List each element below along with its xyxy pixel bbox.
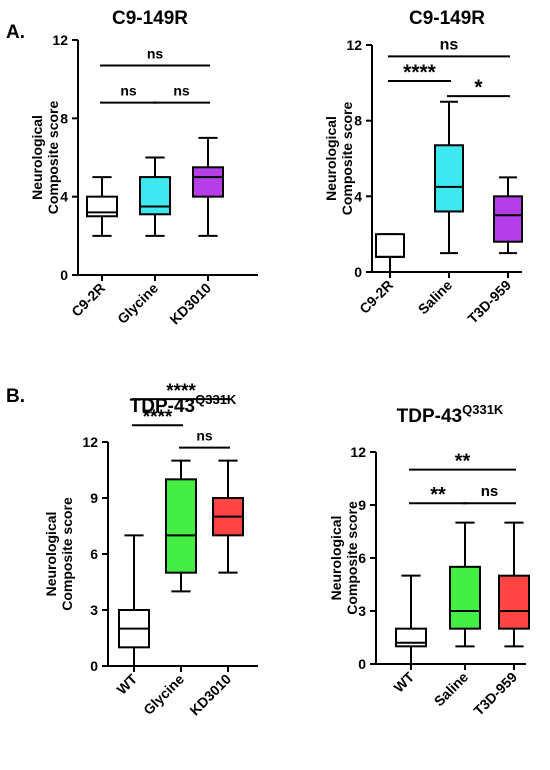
significance-label: ns — [173, 83, 190, 99]
significance-label: ns — [147, 45, 164, 61]
y-axis-label-line: Neurological — [328, 516, 344, 601]
chart-title: C9-149R — [112, 8, 188, 29]
panel-letter-b: B. — [6, 386, 25, 407]
y-tick-label: 0 — [60, 267, 68, 283]
y-tick-label: 0 — [358, 656, 366, 672]
x-category-label: WT — [113, 670, 140, 697]
significance-label: ** — [455, 451, 471, 473]
y-axis-label-line: Neurological — [323, 116, 339, 201]
y-axis-label-line: Composite score — [45, 100, 61, 214]
significance-label: ns — [440, 36, 459, 53]
x-category-label: KD3010 — [166, 280, 214, 328]
significance-label: ** — [430, 484, 446, 506]
y-axis-label: NeurologicalComposite score — [29, 100, 61, 214]
y-axis-label: NeurologicalComposite score — [328, 501, 360, 615]
y-tick-label: 3 — [90, 602, 98, 618]
y-tick-label: 12 — [346, 37, 362, 53]
x-category-label: Saline — [415, 277, 456, 318]
significance-label: **** — [143, 407, 173, 428]
y-axis-label-line: Composite score — [344, 501, 360, 615]
y-tick-label: 12 — [350, 444, 366, 460]
y-axis-label-line: Neurological — [29, 115, 45, 200]
y-tick-label: 3 — [358, 603, 366, 619]
x-category-label: Glycine — [140, 671, 187, 718]
y-tick-label: 12 — [52, 32, 68, 48]
y-tick-label: 9 — [90, 490, 98, 506]
significance-label: ns — [481, 483, 499, 500]
chart-title: TDP-43Q331K — [130, 392, 237, 417]
x-category-label: C9-2R — [68, 280, 108, 320]
x-category-label: KD3010 — [186, 671, 234, 719]
y-tick-label: 0 — [90, 658, 98, 674]
box-iqr — [493, 195, 523, 243]
box-iqr — [192, 166, 224, 198]
significance-label: **** — [403, 61, 437, 84]
box-iqr — [165, 478, 197, 574]
chart-title: TDP-43Q331K — [397, 402, 504, 427]
y-tick-label: 0 — [354, 264, 362, 280]
x-category-label: WT — [390, 668, 417, 695]
y-tick-label: 8 — [354, 113, 362, 129]
y-tick-label: 6 — [90, 546, 98, 562]
chart-title-superscript: Q331K — [462, 402, 504, 417]
chart-title: C9-149R — [409, 8, 485, 29]
y-tick-label: 8 — [60, 110, 68, 126]
y-tick-label: 6 — [358, 550, 366, 566]
y-axis-label-line: Composite score — [59, 497, 75, 611]
box-iqr — [434, 144, 464, 213]
y-axis-label-line: Neurological — [43, 512, 59, 597]
y-tick-label: 4 — [354, 188, 362, 204]
box-iqr — [375, 233, 405, 258]
x-category-label: T3D-959 — [470, 669, 520, 719]
y-tick-label: 4 — [60, 189, 68, 205]
box-iqr — [139, 176, 171, 216]
chart-c9-149r-t3d959: C9-149R NeurologicalComposite score 0 4 8 12 C… — [323, 8, 523, 327]
y-axis-label: NeurologicalComposite score — [43, 497, 75, 611]
significance-label: **** — [166, 381, 196, 402]
chart-tdp43-kd3010: TDP-43Q331K NeurologicalComposite score 0 3… — [43, 381, 258, 718]
x-category-label: Glycine — [114, 280, 161, 327]
x-category-label: Saline — [431, 669, 472, 710]
significance-label: * — [474, 76, 483, 99]
significance-label: ns — [120, 83, 137, 99]
chart-tdp43-t3d959: TDP-43Q331K NeurologicalComposite score 0 3… — [328, 402, 530, 719]
box-iqr — [449, 565, 481, 630]
box-iqr — [498, 574, 530, 630]
y-axis-label-line: Composite score — [339, 101, 355, 215]
chart-c9-149r-kd3010: C9-149R NeurologicalComposite score 0 4 8 12 C… — [29, 8, 258, 327]
x-category-label: C9-2R — [356, 277, 396, 317]
x-category-label: T3D-959 — [464, 277, 514, 327]
panel-letter-a: A. — [6, 22, 25, 43]
y-tick-label: 12 — [82, 434, 98, 450]
y-axis-label: NeurologicalComposite score — [323, 101, 355, 215]
significance-label: ns — [196, 428, 213, 444]
y-tick-label: 9 — [358, 497, 366, 513]
